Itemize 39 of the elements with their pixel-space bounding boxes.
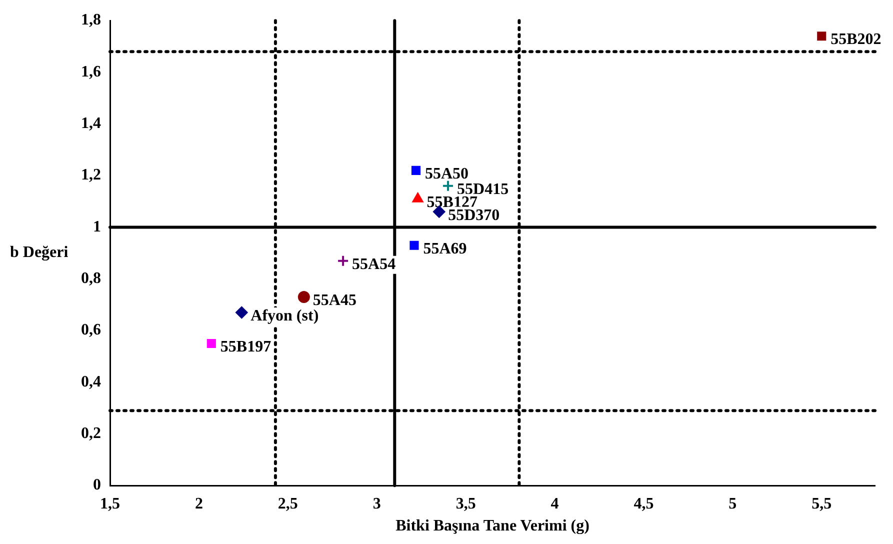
point: [412, 192, 424, 202]
y-tick-label: 1,8: [81, 12, 101, 29]
x-tick-label: 1,5: [100, 495, 120, 512]
series-label: 55B127: [426, 194, 478, 211]
y-tick-label: 1: [93, 218, 101, 236]
y-tick-label: 0: [93, 476, 101, 494]
series-label: 55A69: [423, 240, 467, 258]
point: [411, 166, 421, 175]
point: [817, 32, 826, 41]
point: [337, 254, 350, 267]
point: [298, 291, 310, 304]
y-tick-label: 0,4: [81, 373, 101, 390]
y-tick-label: 0,8: [81, 270, 101, 288]
y-tick-label: 1,2: [81, 166, 101, 184]
x-axis-title: Bitki Başına Tane Verimi (g): [396, 518, 590, 535]
point: [206, 338, 216, 348]
series-label: 55B197: [220, 338, 272, 356]
y-tick-label: 1,6: [81, 63, 101, 80]
x-tick-label: 5: [728, 495, 737, 512]
point: [236, 306, 248, 319]
x-tick-label: 5,5: [812, 495, 832, 512]
point: [442, 180, 454, 192]
y-axis-title: b Değeri: [10, 244, 69, 262]
x-tick-label: 2: [194, 495, 203, 512]
x-tick-label: 4,5: [634, 495, 654, 512]
x-tick-label: 4: [550, 495, 559, 512]
x-tick-label: 3,5: [456, 495, 476, 512]
series-label: 55D370: [448, 206, 500, 224]
point: [410, 240, 419, 250]
y-tick-label: 0,6: [81, 322, 101, 339]
x-tick-label: 2,5: [278, 495, 298, 512]
x-tick-label: 3: [372, 495, 381, 512]
y-tick-label: 0,2: [81, 425, 101, 442]
y-tick-label: 1,4: [81, 115, 101, 132]
series-label: Afyon (st): [250, 308, 319, 325]
series-label: 55A50: [425, 166, 469, 183]
series-label: 55A45: [312, 292, 356, 310]
series-label: 55A54: [352, 256, 396, 273]
series-label: 55B202: [830, 31, 882, 48]
